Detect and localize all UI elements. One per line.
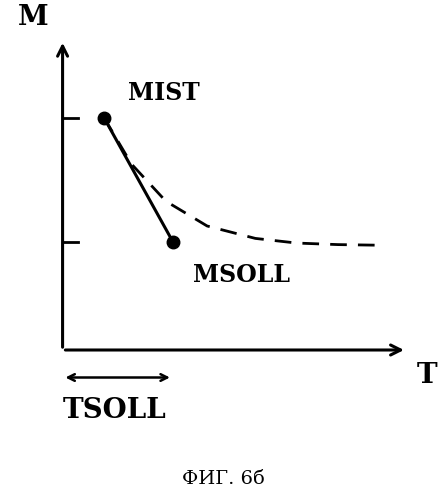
Text: MSOLL: MSOLL <box>194 263 291 287</box>
Text: ФИГ. 6б: ФИГ. 6б <box>182 470 265 488</box>
Text: T: T <box>417 362 438 390</box>
Text: TSOLL: TSOLL <box>63 398 166 424</box>
Text: M: M <box>18 4 49 30</box>
Text: MIST: MIST <box>128 81 200 105</box>
